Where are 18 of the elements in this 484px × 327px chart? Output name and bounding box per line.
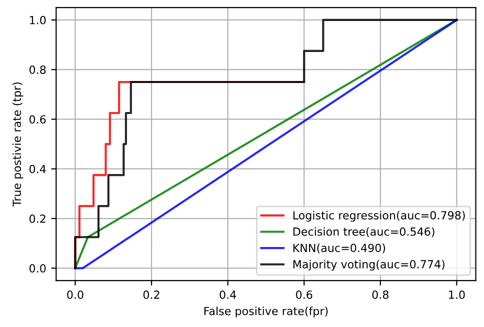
y-tick-label: 0.2: [29, 214, 46, 223]
legend-label: Decision tree(auc=0.546): [293, 227, 434, 238]
legend-label: Majority voting(auc=0.774): [293, 260, 444, 271]
x-tick-label: 0.2: [143, 290, 160, 299]
x-tick-label: 0.8: [372, 290, 388, 299]
x-tick-label: 0.4: [220, 290, 236, 299]
legend-label: KNN(auc=0.490): [293, 244, 386, 254]
x-tick-label: 0.6: [296, 290, 312, 299]
y-tick-label: 0.4: [29, 164, 46, 174]
y-axis-title: True postivie rate (tpr): [12, 82, 24, 207]
y-tick-label: 1.0: [30, 16, 46, 24]
y-tick-label: 0.0: [29, 264, 46, 273]
y-tick-label: 0.6: [29, 115, 46, 124]
x-tick-label: 1.0: [449, 290, 465, 299]
legend-label: Logistic regression(auc=0.798): [293, 210, 465, 222]
x-tick-label: 0.0: [67, 290, 84, 299]
y-tick-label: 0.8: [29, 66, 46, 74]
x-axis-title: False positive rate(fpr): [204, 306, 328, 318]
